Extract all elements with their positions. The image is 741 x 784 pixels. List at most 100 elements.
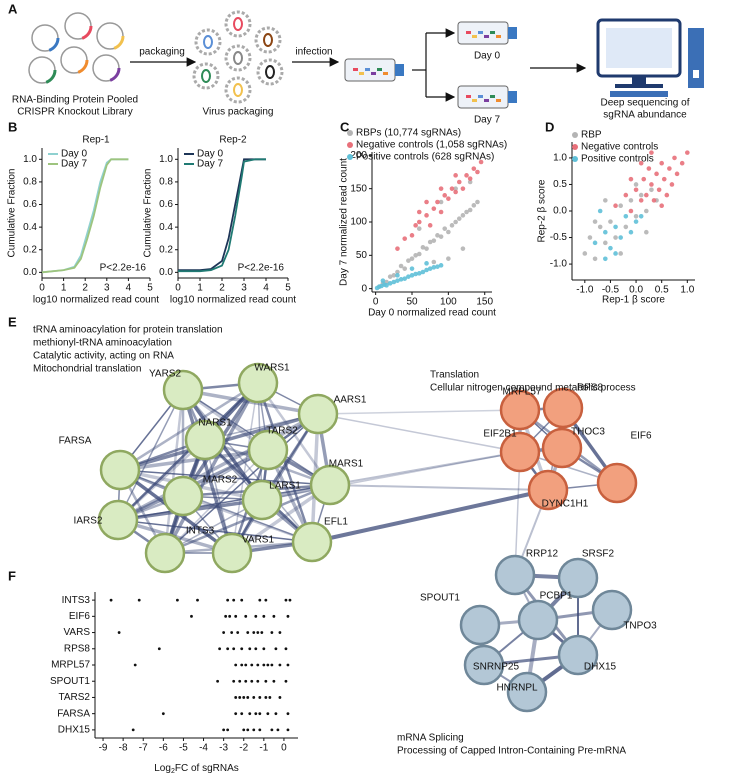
scatter-point: [398, 277, 404, 282]
network-edge: [182, 494, 313, 544]
network-node: [297, 393, 339, 435]
network-node: [596, 462, 638, 504]
scatter-point: [416, 209, 422, 215]
flask-cell: [359, 72, 364, 75]
network-node: [557, 634, 599, 676]
node-label: MARS2: [203, 475, 238, 486]
scatter-point: [416, 226, 422, 231]
node-label: THOC3: [571, 427, 605, 438]
scatter-point: [644, 192, 649, 198]
x-tick-label: -7: [139, 743, 148, 754]
dot: [218, 647, 222, 651]
scatter-point: [592, 256, 598, 262]
dot: [278, 663, 282, 667]
flask-cap: [508, 91, 517, 103]
scatter-point: [475, 199, 480, 205]
scatter-point: [435, 264, 440, 269]
y-tick-label: 1.0: [553, 153, 567, 164]
plasmid-insert: [59, 45, 89, 75]
group-term: tRNA aminoacylation for protein translat…: [33, 325, 223, 336]
network-node: [237, 362, 279, 404]
dot: [133, 663, 137, 667]
x-axis-label: Rep-1 β score: [602, 295, 665, 306]
network-node: [494, 554, 536, 596]
dot: [254, 614, 258, 618]
dot: [131, 728, 135, 732]
legend-label: RBP: [581, 130, 602, 141]
virus-capsid: [194, 28, 222, 56]
scatter-point: [603, 229, 608, 235]
scatter-point: [587, 235, 593, 240]
dot: [270, 631, 274, 634]
dot: [286, 614, 290, 618]
network-node: [499, 389, 541, 431]
schematic-label: Day 7: [474, 115, 501, 126]
flask-cell: [472, 99, 477, 102]
scatter-point: [467, 207, 473, 213]
scatter-point: [431, 265, 437, 270]
scatter-point: [438, 186, 444, 191]
scatter-point: [471, 166, 477, 171]
x-tick-label: 0: [281, 743, 287, 754]
network-node: [459, 604, 501, 646]
network-node: [97, 499, 139, 541]
node-label: DHX15: [584, 662, 617, 673]
flask-cell: [490, 31, 495, 34]
dot: [252, 728, 256, 732]
dot: [246, 728, 250, 732]
panel-label: E: [8, 314, 17, 329]
network-edge: [119, 469, 331, 486]
scatter-point: [654, 171, 659, 177]
network-edge: [164, 449, 269, 554]
group-term: mRNA Splicing: [397, 733, 464, 744]
dot: [286, 663, 290, 667]
scatter-point: [442, 193, 448, 198]
legend-marker: [572, 144, 578, 150]
network-edge: [163, 382, 260, 554]
flask-cap: [395, 64, 404, 76]
plasmid-insert: [63, 11, 93, 41]
y-tick-label: 0.0: [553, 206, 567, 217]
scatter-point: [416, 251, 422, 257]
node-label: EFL1: [324, 517, 348, 528]
chart-title: Rep-1: [82, 135, 110, 146]
x-tick-label: -1.0: [576, 285, 594, 296]
plasmid-insert: [30, 23, 60, 53]
y-tick-label: 0.6: [23, 199, 37, 210]
y-tick-label: 0.4: [159, 222, 173, 233]
scatter-point: [613, 235, 618, 240]
scatter-point: [402, 266, 408, 271]
dot: [264, 598, 268, 602]
network-node: [247, 429, 289, 471]
dot: [226, 728, 230, 732]
line-series: [41, 158, 129, 274]
node-label: PCBP1: [540, 591, 573, 602]
dot: [236, 631, 240, 634]
scatter-point: [649, 182, 654, 187]
y-tick-label: 100: [350, 217, 367, 228]
dot: [264, 679, 268, 683]
dot: [270, 663, 274, 667]
x-tick-label: 5: [285, 283, 291, 294]
line-series: [178, 158, 266, 273]
node-label: EIF6: [630, 431, 652, 442]
dot: [274, 647, 278, 651]
annotation: P<2.2e-16: [238, 263, 285, 274]
dot: [232, 679, 236, 683]
flask-cell: [478, 95, 483, 98]
node-label: INTS3: [186, 526, 215, 537]
x-tick-label: 2: [82, 283, 88, 294]
line-series: [178, 158, 266, 271]
scatter-point: [453, 219, 458, 225]
legend-label: Positive controls (628 sgRNAs): [356, 152, 494, 163]
y-axis-label: Cumulative Fraction: [7, 169, 18, 258]
dot: [234, 712, 238, 716]
scatter-point: [387, 274, 393, 279]
scatter-point: [613, 224, 618, 230]
x-axis-label-part: Log: [154, 763, 171, 774]
group-term: Processing of Capped Intron-Containing P…: [397, 746, 626, 757]
x-tick-label: 4: [263, 283, 269, 294]
x-tick-label: 100: [440, 297, 457, 308]
dot: [250, 679, 254, 683]
node-label: SRSF2: [582, 549, 615, 560]
